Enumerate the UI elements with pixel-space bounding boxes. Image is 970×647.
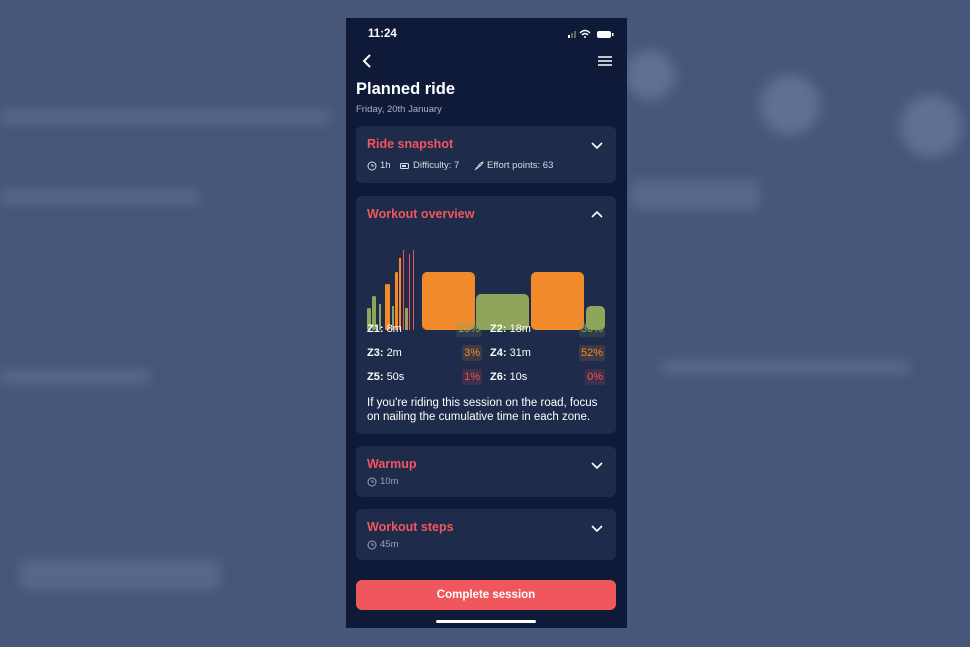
home-indicator [436, 620, 536, 623]
chevron-down [591, 142, 603, 150]
blur-shape [20, 560, 220, 590]
snapshot-card[interactable]: Ride snapshot 1h Difficulty: 7 Effort po… [356, 126, 616, 183]
clock-icon [367, 477, 377, 487]
battery-icon [400, 163, 409, 169]
workout-profile [367, 250, 605, 330]
complete-button[interactable]: Complete session [356, 580, 616, 610]
zone-percent: 1% [462, 369, 482, 385]
zone-row: Z6: 10s 0% [490, 369, 605, 385]
chevron-down [591, 525, 603, 533]
blur-shape [900, 95, 962, 157]
card-title: Ride snapshot [367, 137, 454, 151]
blur-shape [630, 180, 760, 210]
zone-time: 8m [386, 323, 402, 335]
zone-label: Z1: [367, 323, 384, 335]
overview-note: If you're riding this session on the roa… [367, 397, 598, 423]
status-time: 11:24 [368, 28, 397, 40]
zone-row: Z4: 31m 52% [490, 345, 605, 361]
zone-label: Z4: [490, 347, 507, 359]
menu-button[interactable] [597, 55, 613, 67]
effort-icon [474, 161, 484, 171]
card-title: Workout steps [367, 520, 454, 534]
zone-label: Z5: [367, 371, 384, 383]
zone-row: Z3: 2m 3% [367, 345, 482, 361]
blur-shape [660, 360, 910, 374]
warmup-card[interactable]: Warmup 10m [356, 446, 616, 497]
zone-time: 31m [509, 347, 531, 359]
chevron-up[interactable] [591, 210, 603, 218]
back-button[interactable] [362, 54, 374, 68]
overview-card: Workout overview Z1: 8m 13% Z2: 18m 30% Z3: … [356, 196, 616, 434]
zone-time: 10s [509, 371, 528, 383]
zone-time: 2m [386, 347, 402, 359]
status-icons [568, 29, 614, 38]
zone-percent: 13% [455, 321, 482, 337]
blur-shape [0, 110, 330, 124]
difficulty: Difficulty: 7 [413, 160, 460, 171]
zone-row: Z5: 50s 1% [367, 369, 482, 385]
zone-time: 18m [509, 323, 531, 335]
clock-icon [367, 540, 377, 550]
zone-row: Z1: 8m 13% [367, 321, 482, 337]
blur-shape [0, 370, 150, 384]
steps-card[interactable]: Workout steps 45m [356, 509, 616, 560]
zone-label: Z3: [367, 347, 384, 359]
zone-percent: 0% [585, 369, 605, 385]
blur-shape [760, 75, 820, 135]
effort: Effort points: 63 [487, 160, 554, 171]
phone-screen: 11:24 Planned ride Friday, 20th January … [346, 18, 627, 628]
chevron-down [591, 462, 603, 470]
zone-label: Z2: [490, 323, 507, 335]
duration: 45m [380, 539, 399, 550]
clock-icon [367, 161, 377, 171]
duration: 10m [380, 476, 399, 487]
zone-time: 50s [386, 371, 405, 383]
blur-shape [0, 190, 200, 204]
zone-percent: 3% [462, 345, 482, 361]
zone-percent: 30% [578, 321, 605, 337]
zone-row: Z2: 18m 30% [490, 321, 605, 337]
duration: 1h [380, 160, 391, 171]
blur-shape [625, 50, 675, 100]
zone-percent: 52% [578, 345, 605, 361]
page-title: Planned ride [356, 80, 456, 98]
card-title: Workout overview [367, 207, 475, 221]
date: Friday, 20th January [356, 104, 442, 115]
card-title: Warmup [367, 457, 417, 471]
zone-label: Z6: [490, 371, 507, 383]
